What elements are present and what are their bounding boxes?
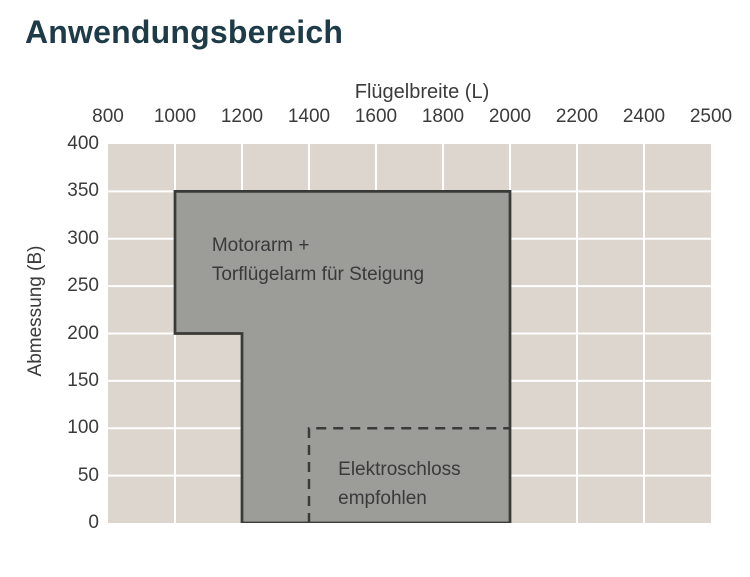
y-tick-label: 50 bbox=[77, 464, 99, 486]
x-tick-label: 2000 bbox=[488, 106, 532, 127]
y-tick-label: 150 bbox=[67, 369, 99, 391]
x-tick-label: 1400 bbox=[287, 106, 331, 127]
x-tick-label: 2200 bbox=[555, 106, 599, 127]
x-tick-label: 1600 bbox=[354, 106, 398, 127]
x-tick-label: 2400 bbox=[622, 106, 666, 127]
region-label-line: Torflügelarm für Steigung bbox=[211, 264, 425, 286]
x-tick-label: 1000 bbox=[153, 106, 197, 127]
x-tick-label: 1800 bbox=[421, 106, 465, 127]
y-tick-label: 200 bbox=[67, 322, 99, 344]
y-tick-label: 100 bbox=[67, 417, 99, 439]
elektroschloss-region-dashed-border bbox=[307, 427, 510, 523]
x-tick-label: 2500 bbox=[689, 106, 733, 127]
motorarm-region-label: Motorarm + Torflügelarm für Steigung bbox=[212, 231, 424, 289]
x-axis-title: Flügelbreite (L) bbox=[354, 81, 490, 103]
region-label-line: Elektroschloss bbox=[338, 458, 461, 480]
y-tick-label: 0 bbox=[88, 512, 99, 533]
y-tick-label: 300 bbox=[67, 227, 99, 249]
page-title: Anwendungsbereich bbox=[25, 14, 344, 50]
elektroschloss-region-label: Elektroschloss empfohlen bbox=[338, 455, 461, 513]
y-axis-title-text: Abmessung (B) bbox=[25, 245, 46, 377]
x-tick-label: 800 bbox=[92, 106, 124, 127]
region-label-line: Motorarm + bbox=[211, 235, 310, 257]
y-tick-label: 350 bbox=[67, 180, 99, 202]
region-label-line: empfohlen bbox=[338, 487, 427, 509]
y-tick-label: 250 bbox=[67, 275, 99, 297]
y-tick-label: 400 bbox=[67, 133, 99, 154]
motorarm-region bbox=[173, 190, 512, 523]
plot-area bbox=[108, 144, 711, 523]
x-tick-label: 1200 bbox=[220, 106, 264, 127]
